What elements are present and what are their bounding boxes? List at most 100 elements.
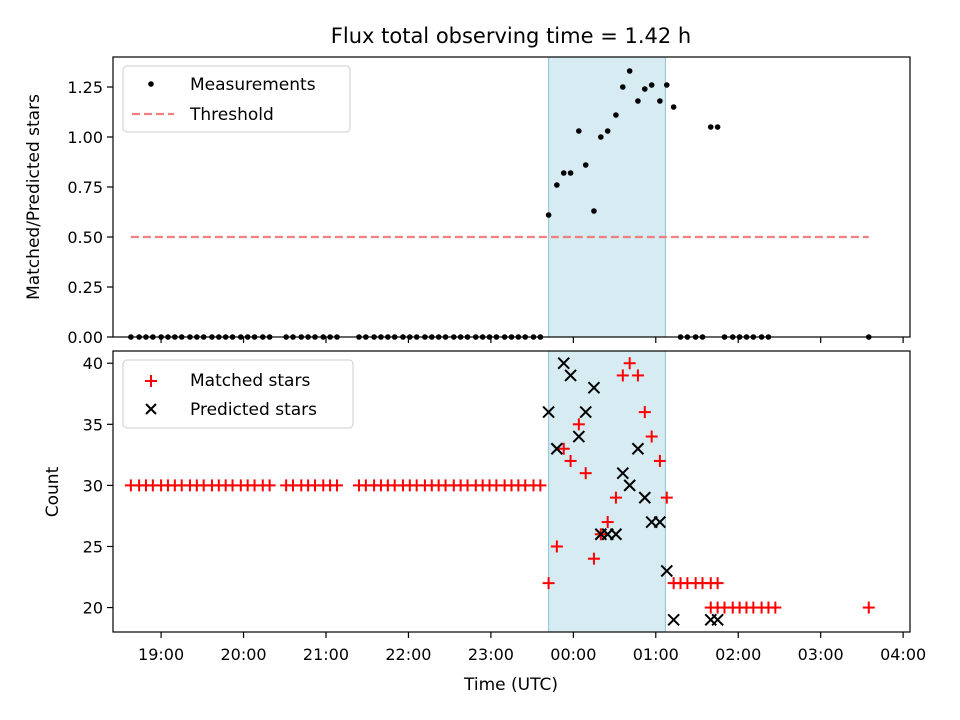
measurement-point bbox=[554, 182, 560, 188]
matched-star-point bbox=[660, 491, 673, 504]
matched-star-point bbox=[653, 454, 666, 467]
predicted-star-point bbox=[609, 528, 623, 541]
legend-matched-label: Matched stars bbox=[190, 371, 310, 391]
x-tick-label: 02:00 bbox=[715, 645, 761, 664]
y-tick-label: 0.00 bbox=[67, 328, 103, 347]
legend-predicted-label: Predicted stars bbox=[190, 400, 317, 420]
x-tick-label: 19:00 bbox=[138, 645, 184, 664]
y-tick-label: 20 bbox=[83, 599, 103, 618]
measurement-point bbox=[598, 134, 604, 140]
y-tick-label: 1.00 bbox=[67, 128, 103, 147]
measurement-point bbox=[620, 84, 626, 90]
matched-star-point bbox=[711, 577, 724, 590]
matched-star-point bbox=[638, 406, 651, 419]
matched-star-point bbox=[769, 601, 782, 614]
measurement-point bbox=[714, 124, 721, 130]
matched-star-point bbox=[645, 430, 658, 443]
predicted-star-point bbox=[638, 491, 651, 504]
predicted-star-point bbox=[653, 515, 667, 529]
measurement-point bbox=[545, 212, 552, 218]
matched-star-point bbox=[542, 577, 555, 590]
predicted-star-point bbox=[623, 479, 636, 492]
matched-star-point bbox=[601, 516, 614, 529]
observing-window-span bbox=[548, 350, 666, 633]
measurement-point bbox=[626, 68, 633, 74]
legend-threshold-label: Threshold bbox=[189, 105, 274, 125]
measurement-point bbox=[707, 124, 714, 130]
y-tick-label: 0.75 bbox=[67, 178, 103, 197]
predicted-star-point bbox=[667, 613, 680, 626]
matched-star-point bbox=[330, 479, 343, 492]
matched-star-point bbox=[550, 540, 563, 553]
predicted-star-point bbox=[616, 466, 630, 480]
measurement-point bbox=[604, 128, 611, 134]
observing-window-span bbox=[548, 56, 666, 338]
predicted-star-point bbox=[579, 405, 592, 419]
matched-star-point bbox=[609, 491, 622, 504]
top-yticks: 0.00 0.25 0.50 0.75 1.00 1.25 bbox=[67, 78, 113, 347]
bottom-xlabel: Time (UTC) bbox=[463, 675, 558, 695]
y-tick-label: 30 bbox=[83, 476, 103, 495]
matched-star-point bbox=[557, 442, 570, 455]
measurement-point bbox=[641, 86, 648, 92]
predicted-star-point bbox=[631, 442, 645, 455]
measurement-point bbox=[560, 170, 567, 176]
y-tick-label: 35 bbox=[83, 415, 103, 434]
matched-star-point bbox=[579, 467, 592, 480]
bottom-span bbox=[548, 350, 666, 633]
x-tick-label: 04:00 bbox=[880, 645, 926, 664]
predicted-star-point bbox=[557, 357, 570, 370]
predicted-star-point bbox=[587, 381, 601, 394]
predicted-star-point bbox=[711, 613, 724, 626]
matched-star-point bbox=[862, 601, 875, 614]
top-panel: 0.00 0.25 0.50 0.75 1.00 1.25 Matched/Predict… bbox=[24, 56, 911, 347]
top-axes-frame bbox=[112, 56, 911, 338]
x-tick-label: 01:00 bbox=[633, 645, 679, 664]
bottom-panel: 20 25 30 35 40 19:00 20:00 21:00 22:00 23:00 00:0… bbox=[43, 350, 926, 695]
bottom-points bbox=[124, 357, 875, 626]
predicted-star-point bbox=[660, 564, 673, 578]
legend-measurements-label: Measurements bbox=[190, 75, 316, 95]
measurement-point bbox=[663, 82, 670, 88]
bottom-axes-frame bbox=[112, 350, 911, 633]
matched-star-point bbox=[534, 479, 547, 492]
measurement-point bbox=[591, 208, 597, 214]
matched-star-point bbox=[616, 369, 629, 382]
x-tick-label: 22:00 bbox=[385, 645, 431, 664]
x-tick-label: 21:00 bbox=[303, 645, 349, 664]
predicted-star-point bbox=[550, 442, 564, 455]
legend-matched-marker bbox=[145, 375, 157, 387]
x-tick-label: 03:00 bbox=[798, 645, 844, 664]
measurement-point bbox=[657, 98, 663, 104]
measurement-point bbox=[635, 98, 641, 104]
y-tick-label: 0.25 bbox=[67, 278, 103, 297]
measurement-point bbox=[567, 170, 574, 176]
legend-predicted-marker bbox=[145, 403, 157, 415]
measurement-point bbox=[582, 162, 589, 168]
bottom-legend: Matched stars Predicted stars bbox=[122, 359, 354, 429]
predicted-star-point bbox=[572, 430, 586, 443]
measurement-point bbox=[648, 82, 655, 88]
measurement-point bbox=[613, 112, 619, 118]
matched-star-point bbox=[564, 454, 577, 467]
y-tick-label: 40 bbox=[83, 354, 103, 373]
top-legend: Measurements Threshold bbox=[122, 65, 351, 133]
matched-star-point bbox=[263, 479, 276, 492]
measurement-point bbox=[576, 128, 582, 134]
chart-title: Flux total observing time = 1.42 h bbox=[331, 24, 691, 48]
top-xticks bbox=[160, 337, 904, 343]
matched-star-point bbox=[631, 369, 644, 382]
legend-measurements-marker bbox=[148, 81, 154, 87]
x-tick-label: 23:00 bbox=[468, 645, 514, 664]
top-span bbox=[548, 56, 666, 338]
top-ylabel: Matched/Predicted stars bbox=[24, 94, 44, 300]
bottom-ylabel: Count bbox=[43, 466, 63, 517]
predicted-star-point bbox=[564, 369, 577, 382]
matched-star-point bbox=[623, 357, 636, 370]
matched-star-point bbox=[587, 552, 600, 565]
x-tick-label: 00:00 bbox=[550, 645, 596, 664]
y-tick-label: 1.25 bbox=[67, 78, 103, 97]
x-tick-label: 20:00 bbox=[220, 645, 266, 664]
matched-star-point bbox=[572, 418, 585, 431]
